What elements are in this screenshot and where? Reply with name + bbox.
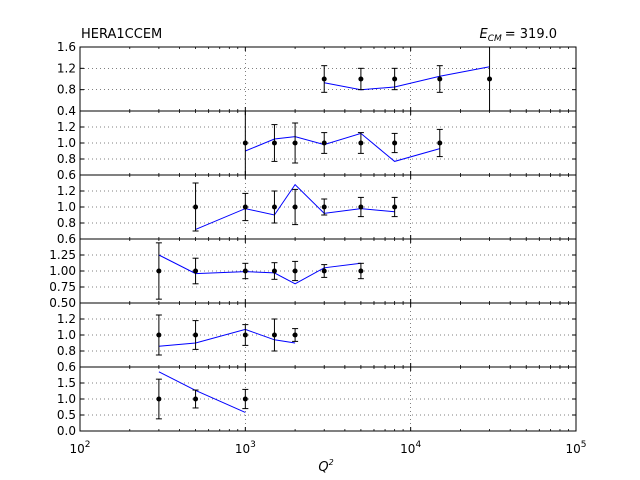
data-point xyxy=(193,396,199,402)
y-tick-label: 0.8 xyxy=(57,152,76,166)
x-tick-label: 103 xyxy=(235,440,256,456)
y-tick-label: 1.0 xyxy=(57,200,76,214)
theory-curve xyxy=(324,66,490,91)
data-point xyxy=(358,140,364,146)
data-point xyxy=(358,204,364,210)
energy-value: = 319.0 xyxy=(505,27,557,42)
panel-1: 0.4 0.8 1.2 1.6 xyxy=(57,40,577,118)
x-tick-label: 104 xyxy=(400,440,421,456)
y-tick-label: 0.6 xyxy=(57,232,76,246)
x-tick-base: 10 xyxy=(69,442,84,456)
y-tick-label: 1.0 xyxy=(57,136,76,150)
data-point xyxy=(156,332,162,338)
energy-label: ECM = 319.0 xyxy=(479,27,557,44)
y-tick-label: 1.5 xyxy=(57,376,76,390)
data-point xyxy=(242,204,248,210)
panel-6: 0.0 0.5 1.0 1.5 xyxy=(57,366,577,438)
data-point xyxy=(242,140,248,146)
y-tick-label: 0.8 xyxy=(57,83,76,97)
energy-symbol: E xyxy=(479,27,488,42)
x-tick-exponent: 5 xyxy=(581,440,587,450)
panel-frame xyxy=(79,46,577,112)
y-tick-label: 0.6 xyxy=(57,360,76,374)
data-point xyxy=(156,396,162,402)
data-point xyxy=(392,140,398,146)
data-point xyxy=(321,268,327,274)
panel-5: 0.6 0.8 1.0 1.2 xyxy=(57,302,577,374)
data-point xyxy=(487,76,493,82)
x-tick-exponent: 4 xyxy=(415,440,421,450)
data-point xyxy=(437,140,443,146)
y-tick-label: 1.2 xyxy=(57,61,76,75)
data-point xyxy=(358,76,364,82)
y-tick-label: 1.00 xyxy=(49,264,76,278)
data-point xyxy=(292,140,298,146)
data-point xyxy=(271,332,277,338)
y-tick-label: 1.25 xyxy=(49,248,76,262)
data-point xyxy=(392,76,398,82)
y-tick-label: 0.5 xyxy=(57,408,76,422)
data-point xyxy=(242,396,248,402)
y-tick-label: 0.6 xyxy=(57,168,76,182)
data-point xyxy=(292,204,298,210)
panel-4: 0.50 0.75 1.00 1.25 xyxy=(49,238,577,310)
y-tick-label: 0.0 xyxy=(57,424,76,438)
data-point xyxy=(193,268,199,274)
theory-curve xyxy=(158,371,246,413)
data-point xyxy=(292,268,298,274)
y-tick-label: 1.2 xyxy=(57,120,76,134)
data-point xyxy=(193,332,199,338)
y-tick-label: 0.8 xyxy=(57,344,76,358)
y-tick-label: 1.0 xyxy=(57,328,76,342)
data-point xyxy=(321,76,327,82)
y-tick-label: 1.2 xyxy=(57,312,76,326)
x-tick-base: 10 xyxy=(400,442,415,456)
y-tick-label: 1.2 xyxy=(57,184,76,198)
panels: 0.40.81.21.60.60.81.01.20.60.81.01.20.50… xyxy=(49,40,577,438)
x-tick-label: 102 xyxy=(69,440,90,456)
x-tick-exponent: 2 xyxy=(85,440,91,450)
theory-curve xyxy=(158,254,361,285)
y-tick-label: 0.4 xyxy=(57,104,76,118)
x-tick-base: 10 xyxy=(565,442,580,456)
x-axis-label-exponent: 2 xyxy=(329,458,334,467)
y-tick-label: 1.0 xyxy=(57,392,76,406)
y-tick-label: 1.6 xyxy=(57,40,76,54)
x-axis-label: Q2 xyxy=(318,458,333,475)
data-point xyxy=(242,332,248,338)
chart-title: HERA1CCEM xyxy=(81,27,162,42)
data-point xyxy=(292,332,298,338)
y-tick-label: 0.75 xyxy=(49,280,76,294)
y-tick-label: 0.8 xyxy=(57,216,76,230)
panel-frame xyxy=(79,366,577,432)
data-point xyxy=(271,204,277,210)
data-point xyxy=(321,204,327,210)
x-tick-label: 105 xyxy=(565,440,586,456)
data-point xyxy=(193,204,199,210)
x-axis-label-base: Q xyxy=(318,460,328,475)
data-point xyxy=(271,268,277,274)
energy-subscript: CM xyxy=(488,34,502,44)
panel-3: 0.6 0.8 1.0 1.2 xyxy=(57,174,577,246)
x-tick-base: 10 xyxy=(235,442,250,456)
data-point xyxy=(358,268,364,274)
data-point xyxy=(392,204,398,210)
data-point xyxy=(271,140,277,146)
x-axis-ticks: 102 103 104 105 xyxy=(69,440,586,456)
data-point xyxy=(156,268,162,274)
data-point xyxy=(437,76,443,82)
data-point xyxy=(242,268,248,274)
x-tick-exponent: 3 xyxy=(250,440,256,450)
y-tick-label: 0.50 xyxy=(49,296,76,310)
data-point xyxy=(321,140,327,146)
panel-2: 0.6 0.8 1.0 1.2 xyxy=(57,110,577,182)
